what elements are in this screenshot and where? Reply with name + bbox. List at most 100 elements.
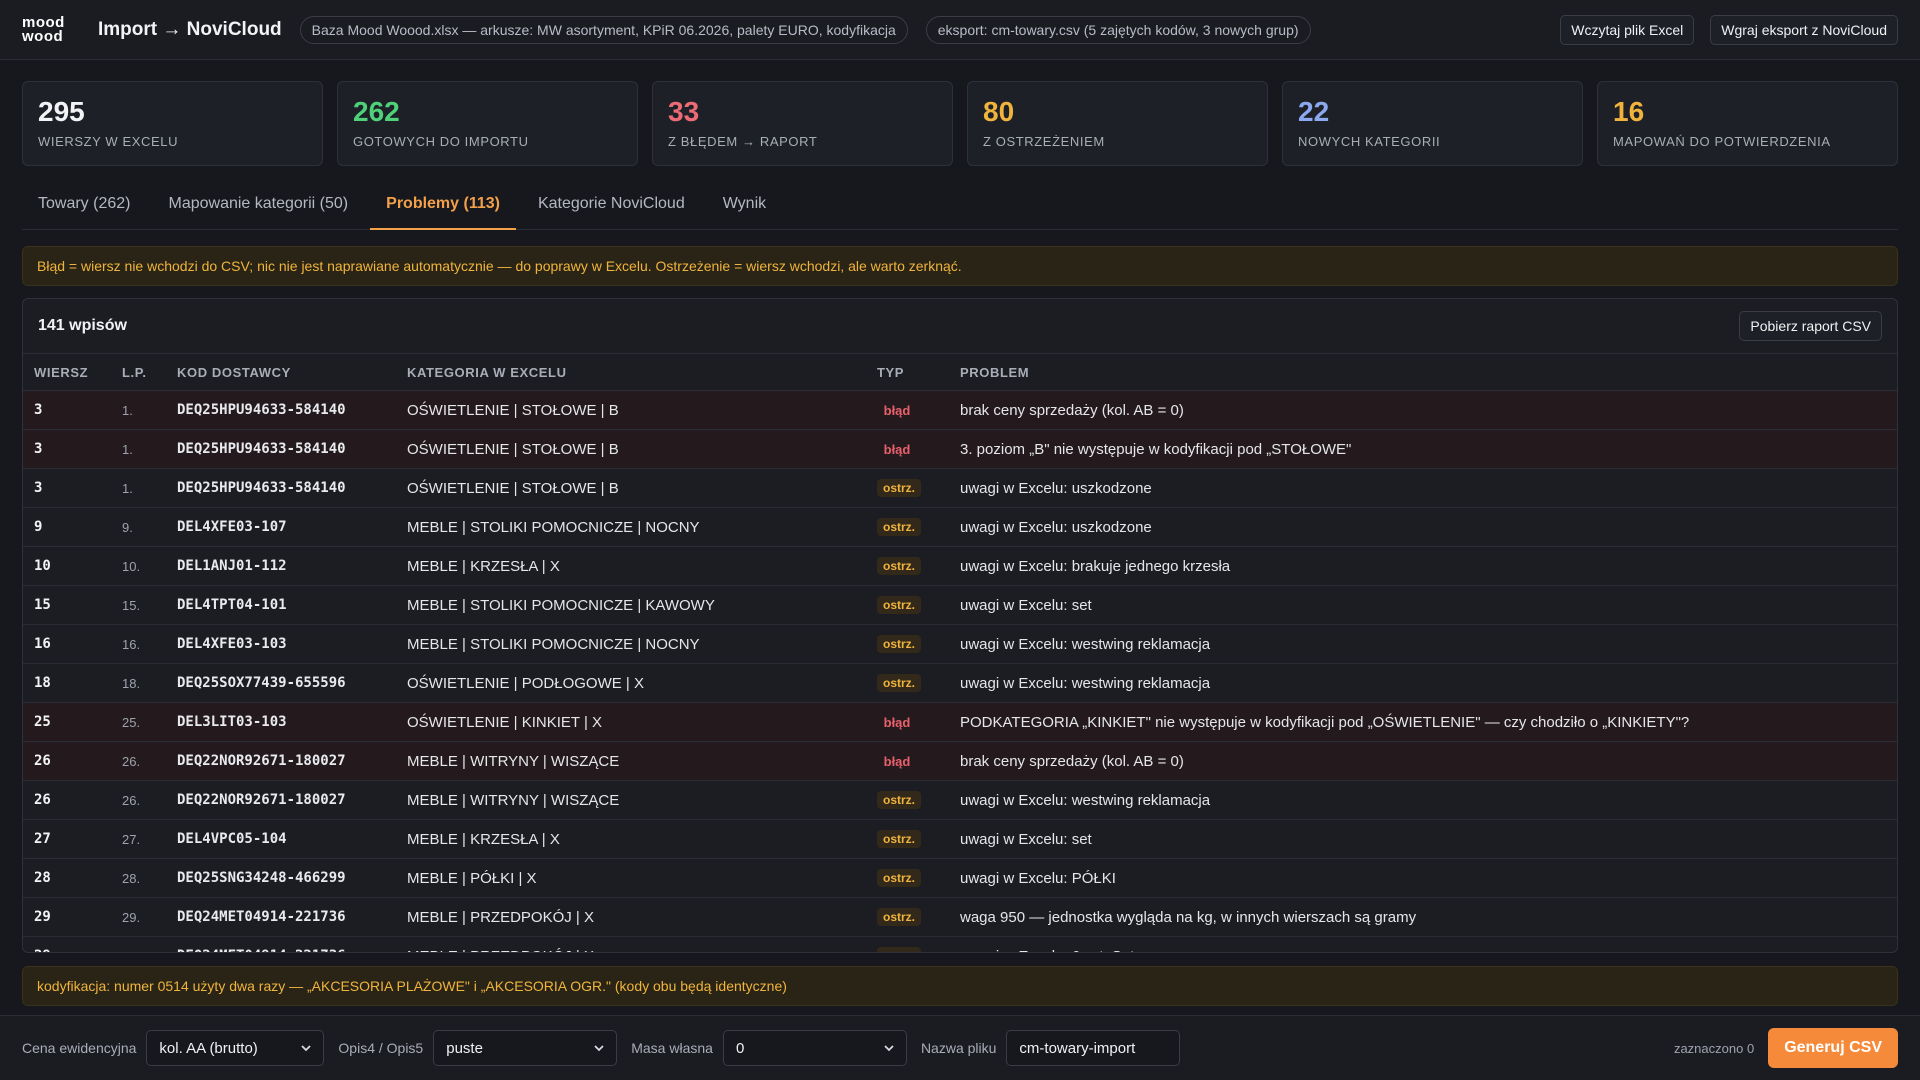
cell-row-number: 29 [34, 909, 51, 925]
cell-type: ostrz. [866, 898, 949, 937]
app-header: mood wood Import → NoviCloud Baza Mood W… [0, 0, 1920, 60]
cell-problem: uwagi w Excelu: 6 szt. Set [949, 937, 1897, 953]
selected-count: zaznaczono 0 [1673, 1040, 1755, 1056]
table-row[interactable]: 28 28. DEQ25SNG34248-466299 MEBLE | PÓŁKI |… [23, 859, 1897, 898]
col-header-lp[interactable]: L.P. [111, 353, 166, 391]
col-header-kod-dostawcy[interactable]: KOD DOSTAWCY [166, 353, 396, 391]
table-row[interactable]: 15 15. DEL4TPT04-101 MEBLE | STOLIKI POMOCN… [23, 586, 1897, 625]
stat-label: WIERSZY W EXCELU [38, 134, 179, 149]
stat-label: Z BŁĘDEM → RAPORT [668, 134, 818, 149]
tab-problemy[interactable]: Problemy (113) [370, 190, 516, 230]
table-row[interactable]: 26 26. DEQ22NOR92671-180027 MEBLE | WITRYNY… [23, 741, 1897, 781]
warning-badge: ostrz. [877, 869, 922, 887]
error-badge: błąd [883, 402, 911, 418]
col-header-typ[interactable]: TYP [866, 353, 949, 391]
table-row[interactable]: 26 26. DEQ22NOR92671-180027 MEBLE | WITRYNY… [23, 781, 1897, 820]
logo-line-1: mood [22, 13, 65, 31]
table-row[interactable]: 3 1. DEQ25HPU94633-584140 OŚWIETLENIE | STO… [23, 469, 1897, 508]
cell-type: ostrz. [866, 625, 949, 664]
cell-problem: uwagi w Excelu: PÓŁKI [960, 869, 1116, 887]
cell-lp: 26. [122, 792, 141, 808]
cell-row-number: 26 [34, 753, 51, 769]
cell-row-number: 3 [34, 402, 43, 418]
upload-export-button[interactable]: Wgraj eksport z NoviCloud [1710, 14, 1898, 45]
table-row[interactable]: 9 9. DEL4XFE03-107 MEBLE | STOLIKI POMOCNIC… [23, 508, 1897, 547]
cell-row-number: 18 [34, 675, 51, 691]
table-row[interactable]: 3 1. DEQ25HPU94633-584140 OŚWIETLENIE | STO… [23, 390, 1897, 430]
download-report-button[interactable]: Pobierz raport CSV [1739, 311, 1882, 341]
cell-type: ostrz. [866, 781, 949, 820]
table-row[interactable]: 18 18. DEQ25SOX77439-655596 OŚWIETLENIE | P… [23, 664, 1897, 703]
cell-lp: 25. [122, 714, 141, 730]
stat-card-warnings: 80 Z OSTRZEŻENIEM [967, 81, 1268, 166]
stat-value: 262 [353, 96, 400, 127]
cell-supplier-code: DEL3LIT03-103 [177, 714, 287, 730]
cell-type: ostrz. [866, 469, 949, 508]
cell-problem: uwagi w Excelu: westwing reklamacja [960, 674, 1211, 692]
error-badge: błąd [883, 441, 911, 457]
cell-supplier-code: DEQ24MET04914-221736 [166, 937, 396, 952]
cell-row-number: 3 [34, 480, 43, 496]
cell-type: ostrz. [866, 859, 949, 898]
mass-select[interactable]: 0 [722, 1030, 907, 1066]
table-row[interactable]: 27 27. DEL4VPC05-104 MEBLE | KRZESŁA | X ost… [23, 820, 1897, 859]
table-row[interactable]: 3 1. DEQ25HPU94633-584140 OŚWIETLENIE | STO… [23, 429, 1897, 469]
export-file-pill: eksport: cm-towary.csv (5 zajętych kodów… [925, 15, 1311, 44]
stat-value: 295 [38, 96, 85, 127]
tab-kategorie-novicloud[interactable]: Kategorie NoviCloud [537, 195, 685, 212]
stat-card-new-categories: 22 NOWYCH KATEGORII [1282, 81, 1583, 166]
entries-count: 141 wpisów [38, 317, 127, 334]
cell-category: MEBLE | STOLIKI POMOCNICZE | KAWOWY [407, 596, 715, 614]
cell-row-number: 10 [34, 558, 51, 574]
warning-badge: ostrz. [877, 674, 922, 692]
warning-badge: ostrz. [877, 791, 922, 809]
mood-wood-logo: mood wood [22, 14, 78, 46]
description-select[interactable]: puste [433, 1030, 618, 1066]
load-excel-button[interactable]: Wczytaj plik Excel [1560, 14, 1695, 45]
cell-category: MEBLE | PRZEDPOKÓJ | X [396, 937, 866, 953]
warning-badge: ostrz. [877, 830, 922, 848]
description-label: Opis4 / Opis5 [338, 1040, 424, 1056]
table-row[interactable]: 10 10. DEL1ANJ01-112 MEBLE | KRZESŁA | X ost… [23, 547, 1897, 586]
cell-lp: 16. [122, 636, 141, 652]
cell-row-number: 9 [34, 519, 43, 535]
info-banner: Błąd = wiersz nie wchodzi do CSV; nic ni… [22, 246, 1898, 286]
stat-card-ready: 262 GOTOWYCH DO IMPORTU [337, 81, 638, 166]
col-header-wiersz[interactable]: WIERSZ [23, 353, 111, 391]
cell-problem: PODKATEGORIA „KINKIET" nie występuje w k… [960, 713, 1690, 731]
cell-problem: brak ceny sprzedaży (kol. AB = 0) [960, 752, 1184, 770]
price-select[interactable]: kol. AA (brutto) [146, 1030, 325, 1066]
cell-supplier-code: DEQ25HPU94633-584140 [177, 480, 346, 496]
cell-row-number: 26 [34, 792, 51, 808]
cell-supplier-code: DEL4XFE03-107 [177, 519, 287, 535]
tab-wynik[interactable]: Wynik [722, 195, 767, 212]
filename-input[interactable] [1006, 1030, 1181, 1066]
tab-towary[interactable]: Towary (262) [38, 195, 131, 212]
cell-lp: 26. [122, 753, 141, 769]
cell-category: MEBLE | STOLIKI POMOCNICZE | NOCNY [407, 635, 700, 653]
codification-warning-banner: kodyfikacja: numer 0514 użyty dwa razy —… [22, 966, 1898, 1006]
tab-mapowanie-kategorii[interactable]: Mapowanie kategorii (50) [168, 195, 349, 212]
cell-category: MEBLE | PRZEDPOKÓJ | X [407, 908, 595, 926]
generate-csv-button[interactable]: Generuj CSV [1768, 1028, 1898, 1068]
cell-problem: uwagi w Excelu: brakuje jednego krzesła [960, 557, 1231, 575]
warning-badge: ostrz. [877, 518, 922, 536]
col-header-problem[interactable]: PROBLEM [949, 353, 1897, 391]
logo-line-2: wood [22, 27, 64, 45]
cell-row-number: 25 [34, 714, 51, 730]
table-row[interactable]: 25 25. DEL3LIT03-103 OŚWIETLENIE | KINKIET … [23, 702, 1897, 742]
col-header-kategoria[interactable]: KATEGORIA W EXCELU [396, 353, 866, 391]
panel-header: 141 wpisów Pobierz raport CSV [23, 299, 1897, 353]
warning-badge: ostrz. [877, 635, 922, 653]
cell-type: ostrz. [866, 820, 949, 859]
cell-category: OŚWIETLENIE | KINKIET | X [407, 713, 603, 731]
mass-label: Masa własna [631, 1040, 713, 1056]
cell-category: OŚWIETLENIE | STOŁOWE | B [407, 440, 619, 458]
stat-label: Z OSTRZEŻENIEM [983, 134, 1105, 149]
stat-value: 16 [1613, 96, 1645, 127]
cell-category: MEBLE | KRZESŁA | X [407, 557, 560, 575]
table-row[interactable]: 16 16. DEL4XFE03-103 MEBLE | STOLIKI POMOCN… [23, 625, 1897, 664]
cell-category: OŚWIETLENIE | PODŁOGOWE | X [407, 674, 644, 692]
